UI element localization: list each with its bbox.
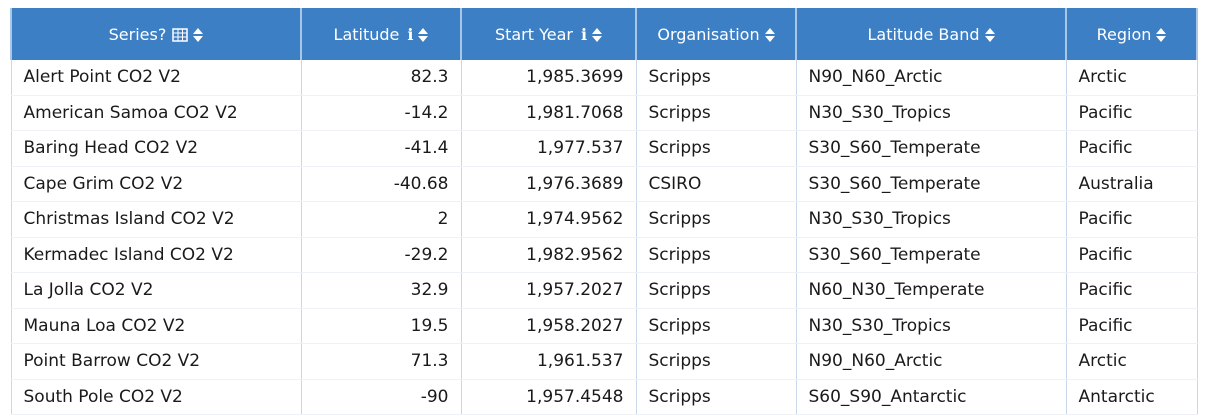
table-cell: American Samoa CO2 V2 [10, 95, 302, 131]
table-cell: -41.4 [300, 130, 462, 167]
table-cell: Pacific [1065, 237, 1198, 273]
table-cell: South Pole CO2 V2 [10, 379, 302, 415]
table-cell: Pacific [1065, 308, 1198, 344]
table-cell: 71.3 [300, 343, 462, 380]
table-cell: Scripps [635, 308, 797, 344]
header-label: Latitude [333, 24, 400, 44]
table-cell: 1,974.9562 [460, 201, 637, 238]
table-row: Kermadec Island CO2 V2 -29.2 1,982.9562 Scr… [10, 237, 1198, 273]
table-cell: N30_S30_Tropics [795, 201, 1067, 238]
table-cell: 1,961.537 [460, 343, 637, 380]
table-cell: N30_S30_Tropics [795, 95, 1067, 131]
table-cell: Scripps [635, 272, 797, 309]
header-row: Series? Latitude i Start Year i Organisation L… [10, 8, 1198, 60]
table-cell: 1,982.9562 [460, 237, 637, 273]
table-cell: 82.3 [300, 60, 462, 96]
table-cell: La Jolla CO2 V2 [10, 272, 302, 309]
table-cell: 1,957.2027 [460, 272, 637, 309]
table-cell: Kermadec Island CO2 V2 [10, 237, 302, 273]
table-cell: Scripps [635, 343, 797, 380]
table-cell: S30_S60_Temperate [795, 166, 1067, 202]
grid-icon[interactable] [172, 28, 189, 42]
table-cell: Scripps [635, 379, 797, 415]
table-row: Mauna Loa CO2 V2 19.5 1,958.2027 Scripps N30… [10, 308, 1198, 344]
table-cell: N60_N30_Temperate [795, 272, 1067, 309]
table-cell: Scripps [635, 201, 797, 238]
table-cell: Scripps [635, 237, 797, 273]
table-cell: Pacific [1065, 130, 1198, 167]
header-label: Latitude Band [867, 24, 980, 44]
table-cell: Antarctic [1065, 379, 1198, 415]
table-cell: Australia [1065, 166, 1198, 202]
table-row: Alert Point CO2 V2 82.3 1,985.3699 Scripps N… [10, 60, 1198, 96]
sort-icon[interactable] [764, 28, 775, 42]
table-row: Cape Grim CO2 V2 -40.68 1,976.3689 CSIRO S30… [10, 166, 1198, 202]
table-cell: 1,957.4548 [460, 379, 637, 415]
table-row: South Pole CO2 V2 -90 1,957.4548 Scripps S60… [10, 379, 1198, 415]
table-cell: 1,977.537 [460, 130, 637, 167]
header-label: Region [1096, 24, 1152, 44]
table-body: Alert Point CO2 V2 82.3 1,985.3699 Scripps N… [10, 60, 1198, 415]
table-cell: Pacific [1065, 201, 1198, 238]
table-cell: Arctic [1065, 343, 1198, 380]
table-cell: Point Barrow CO2 V2 [10, 343, 302, 380]
table-wrap: Series? Latitude i Start Year i Organisation L… [10, 8, 1198, 415]
table-cell: N90_N60_Arctic [795, 60, 1067, 96]
header-label: Start Year [494, 24, 573, 44]
header-label: Organisation [657, 24, 760, 44]
table-cell: -29.2 [300, 237, 462, 273]
table-cell: Arctic [1065, 60, 1198, 96]
table-cell: CSIRO [635, 166, 797, 202]
column-header[interactable]: Start Year i [460, 8, 637, 60]
table-cell: Pacific [1065, 95, 1198, 131]
table-cell: Baring Head CO2 V2 [10, 130, 302, 167]
table-cell: S30_S60_Temperate [795, 237, 1067, 273]
data-table: Series? Latitude i Start Year i Organisation L… [10, 8, 1198, 415]
table-row: American Samoa CO2 V2 -14.2 1,981.7068 Scri… [10, 95, 1198, 131]
sort-icon[interactable] [418, 28, 429, 42]
table-cell: 1,985.3699 [460, 60, 637, 96]
column-header[interactable]: Series? [10, 8, 302, 60]
info-icon[interactable]: i [580, 24, 588, 44]
table-row: Baring Head CO2 V2 -41.4 1,977.537 Scripps S… [10, 130, 1198, 167]
table-cell: 1,958.2027 [460, 308, 637, 344]
table-cell: -40.68 [300, 166, 462, 202]
table-cell: -14.2 [300, 95, 462, 131]
table-cell: 19.5 [300, 308, 462, 344]
table-cell: 2 [300, 201, 462, 238]
table-cell: N30_S30_Tropics [795, 308, 1067, 344]
sort-icon[interactable] [1156, 28, 1167, 42]
table-cell: S30_S60_Temperate [795, 130, 1067, 167]
table-cell: Christmas Island CO2 V2 [10, 201, 302, 238]
table-cell: Pacific [1065, 272, 1198, 309]
table-cell: S60_S90_Antarctic [795, 379, 1067, 415]
table-row: La Jolla CO2 V2 32.9 1,957.2027 Scripps N60_… [10, 272, 1198, 309]
table-cell: Mauna Loa CO2 V2 [10, 308, 302, 344]
info-icon[interactable]: i [407, 24, 414, 44]
table-cell: Scripps [635, 130, 797, 167]
table-cell: N90_N60_Arctic [795, 343, 1067, 380]
column-header[interactable]: Latitude i [300, 8, 462, 60]
table-row: Christmas Island CO2 V2 2 1,974.9562 Scripp… [10, 201, 1198, 238]
table-cell: Scripps [635, 95, 797, 131]
table-cell: 32.9 [300, 272, 462, 309]
table-cell: Alert Point CO2 V2 [10, 60, 302, 96]
table-cell: Cape Grim CO2 V2 [10, 166, 302, 202]
table-cell: 1,976.3689 [460, 166, 637, 202]
table-cell: 1,981.7068 [460, 95, 637, 131]
column-header[interactable]: Organisation [635, 8, 797, 60]
table-cell: -90 [300, 379, 462, 415]
header-label: Series? [108, 24, 167, 44]
sort-icon[interactable] [592, 28, 603, 42]
column-header[interactable]: Latitude Band [795, 8, 1067, 60]
table-cell: Scripps [635, 60, 797, 96]
column-header[interactable]: Region [1065, 8, 1198, 60]
table-row: Point Barrow CO2 V2 71.3 1,961.537 Scripps N… [10, 343, 1198, 380]
sort-icon[interactable] [984, 28, 995, 42]
sort-icon[interactable] [193, 28, 204, 42]
